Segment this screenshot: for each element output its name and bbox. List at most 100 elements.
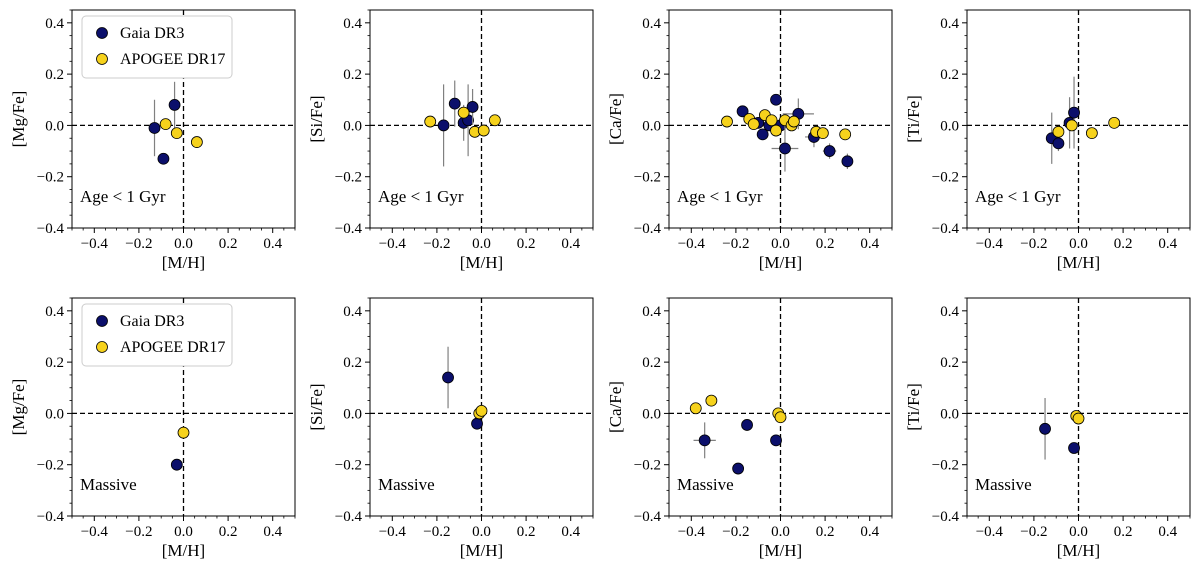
x-tick-label: −0.2 [722, 236, 749, 252]
data-point [841, 155, 854, 168]
data-point [721, 115, 733, 128]
x-tick-label: 0.0 [174, 236, 193, 252]
x-tick-label: 0.0 [472, 524, 491, 540]
x-axis-label: [M/H] [1057, 541, 1100, 560]
y-tick-label: −0.4 [37, 221, 65, 237]
x-tick-label: 0.0 [472, 236, 491, 252]
panel-annotation: Age < 1 Gyr [378, 187, 464, 206]
data-point [1068, 442, 1080, 454]
data-point [477, 124, 490, 137]
data-point [779, 142, 791, 155]
y-tick-label: 0.2 [940, 67, 959, 83]
data-point [774, 411, 787, 424]
x-tick-label: 0.2 [517, 236, 536, 252]
panel-5: −0.4 −0.2 0.0 0.2 0.4 −0.4 −0.2 0.0 0.2 0.4 [M/H] [… [9, 297, 296, 560]
y-tick-label: −0.4 [335, 221, 363, 237]
legend-marker [96, 53, 108, 65]
series-apogee-dr17 [473, 404, 488, 420]
x-tick-label: −0.4 [379, 524, 407, 540]
legend-label: APOGEE DR17 [120, 51, 225, 68]
y-tick-label: −0.4 [634, 509, 662, 525]
y-tick-label: −0.4 [335, 509, 363, 525]
x-axis-label: [M/H] [1057, 253, 1100, 272]
legend: Gaia DR3 APOGEE DR17 [81, 15, 233, 79]
data-point [689, 402, 702, 415]
x-tick-label: 0.2 [219, 236, 238, 252]
x-tick-label: 0.2 [816, 524, 835, 540]
y-tick-label: −0.4 [634, 221, 662, 237]
x-tick-label: −0.4 [976, 524, 1004, 540]
y-tick-label: 0.4 [45, 16, 64, 32]
y-tick-label: −0.2 [37, 170, 64, 186]
x-tick-label: 0.4 [263, 524, 282, 540]
series-gaia-dr3 [437, 80, 479, 167]
y-tick-label: 0.2 [343, 67, 362, 83]
y-tick-label: 0.0 [940, 406, 959, 422]
series-gaia-dr3 [1039, 398, 1080, 460]
y-tick-label: 0.4 [940, 16, 959, 32]
series-apogee-dr17 [721, 109, 852, 141]
x-tick-label: 0.4 [1158, 236, 1177, 252]
legend-marker [96, 341, 108, 353]
x-tick-label: −0.2 [125, 236, 152, 252]
data-point [437, 119, 450, 132]
y-tick-label: 0.2 [45, 67, 64, 83]
series-gaia-dr3 [148, 81, 181, 165]
data-point [770, 434, 782, 447]
data-point [466, 101, 479, 113]
data-point [705, 394, 718, 407]
legend-label: Gaia DR3 [120, 313, 184, 330]
panel-annotation: Age < 1 Gyr [975, 187, 1061, 206]
x-tick-label: −0.4 [678, 524, 706, 540]
panel-annotation: Massive [677, 475, 734, 494]
x-axis-label: [M/H] [162, 541, 205, 560]
x-tick-label: 0.4 [561, 236, 580, 252]
y-axis-label: [Si/Fe] [307, 383, 326, 430]
data-point [732, 462, 745, 475]
x-tick-label: 0.2 [1114, 524, 1133, 540]
y-tick-label: 0.2 [940, 355, 959, 371]
series-gaia-dr3 [693, 419, 782, 475]
y-tick-label: 0.4 [343, 16, 362, 32]
x-tick-label: 0.2 [1114, 236, 1133, 252]
x-tick-label: 0.0 [1069, 236, 1088, 252]
y-axis-label: [Si/Fe] [307, 95, 326, 142]
y-tick-label: 0.0 [343, 118, 362, 134]
y-axis-label: [Mg/Fe] [9, 379, 28, 436]
panel-annotation: Age < 1 Gyr [80, 187, 166, 206]
data-point [770, 93, 782, 106]
panel-2: −0.4 −0.2 0.0 0.2 0.4 −0.4 −0.2 0.0 0.2 0.4 [M/H] [… [307, 9, 594, 272]
x-tick-label: −0.4 [976, 236, 1004, 252]
y-tick-label: −0.2 [634, 170, 661, 186]
data-point [424, 115, 437, 128]
panel-annotation: Age < 1 Gyr [677, 187, 763, 206]
y-tick-label: 0.0 [642, 118, 661, 134]
legend-label: Gaia DR3 [120, 25, 184, 42]
legend: Gaia DR3 APOGEE DR17 [81, 303, 233, 367]
x-axis-label: [M/H] [460, 253, 503, 272]
x-axis-label: [M/H] [759, 253, 802, 272]
y-axis-label: [Ti/Fe] [904, 383, 923, 431]
y-tick-label: 0.4 [45, 304, 64, 320]
series-apogee-dr17 [177, 426, 190, 439]
legend-box [81, 303, 233, 367]
x-tick-label: −0.2 [1020, 236, 1047, 252]
panel-8: −0.4 −0.2 0.0 0.2 0.4 −0.4 −0.2 0.0 0.2 0.4 [M/H] [… [904, 297, 1191, 560]
panel-annotation: Massive [80, 475, 137, 494]
data-point [1068, 106, 1080, 119]
x-tick-label: −0.4 [81, 236, 109, 252]
data-point [823, 145, 836, 157]
data-point [170, 458, 183, 471]
data-point [1108, 116, 1121, 129]
y-tick-label: 0.0 [343, 406, 362, 422]
data-point [157, 152, 170, 165]
y-tick-label: −0.2 [335, 170, 362, 186]
y-tick-label: −0.4 [37, 509, 65, 525]
y-tick-label: 0.0 [45, 406, 64, 422]
x-tick-label: 0.2 [219, 524, 238, 540]
x-tick-label: −0.2 [722, 524, 749, 540]
y-tick-label: −0.2 [634, 458, 661, 474]
series-gaia-dr3 [736, 93, 854, 172]
data-point [698, 434, 711, 447]
data-point [787, 115, 800, 128]
